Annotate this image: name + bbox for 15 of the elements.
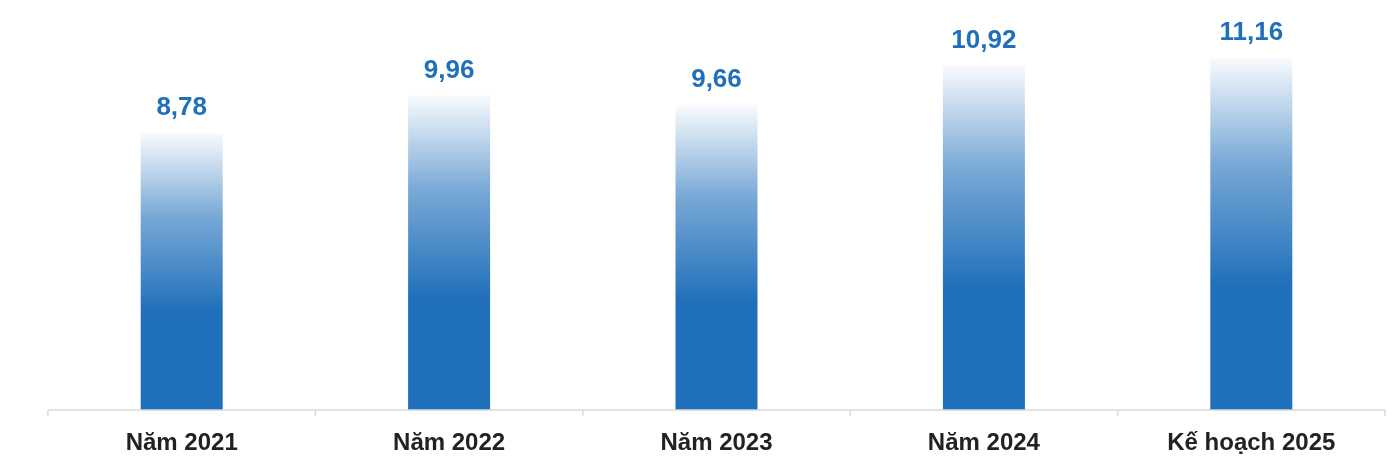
data-label: 8,78: [156, 91, 207, 122]
bar: [1210, 58, 1293, 410]
data-label: 9,66: [691, 63, 742, 94]
data-label: 10,92: [951, 23, 1017, 54]
data-label: 9,96: [423, 53, 475, 84]
x-tick-label: Năm 2021: [125, 428, 238, 455]
bar: [942, 65, 1025, 410]
x-tick-label: Năm 2023: [660, 428, 773, 455]
x-tick-label: Năm 2022: [393, 428, 506, 455]
bar: [675, 105, 758, 410]
x-tick-label: Kế hoạch 2025: [1167, 428, 1336, 455]
bar: [408, 95, 491, 410]
x-tick-label: Năm 2024: [927, 428, 1041, 455]
data-label: 11,16: [1219, 16, 1284, 46]
bar: [140, 133, 223, 410]
